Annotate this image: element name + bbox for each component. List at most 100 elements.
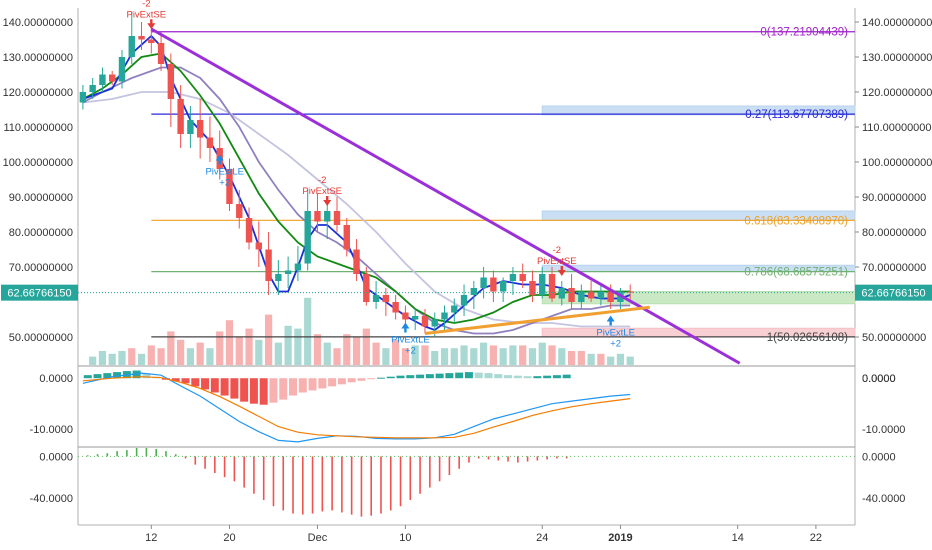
candle-body — [402, 312, 409, 320]
signal-arrow-up-icon — [401, 322, 410, 333]
volume-bar — [538, 342, 546, 365]
candle-body — [275, 274, 282, 281]
last-price-badge-right — [855, 284, 932, 301]
macd-histogram-bar — [308, 378, 317, 391]
fib-level-label: 0.618(83.33408970) — [744, 215, 848, 227]
macd-histogram-bar — [455, 372, 464, 379]
moving-averages — [82, 34, 631, 335]
macd-histogram-bar — [298, 378, 307, 393]
candle-body — [353, 249, 360, 274]
signal-arrow-up-icon — [215, 154, 224, 165]
macd-signal-line — [82, 376, 631, 439]
volume-bar — [118, 351, 126, 365]
volume-bar — [577, 351, 585, 365]
candle-body — [255, 242, 263, 250]
volume-bar — [216, 331, 224, 365]
volume-bars — [89, 297, 634, 365]
signal-count: -2 — [318, 175, 326, 186]
volume-bar — [167, 331, 175, 365]
candle-body — [499, 281, 507, 292]
volume-bar — [128, 348, 136, 365]
signal-label: PivExtSE — [302, 186, 342, 197]
macd-histogram-bar — [533, 376, 542, 379]
x-tick-label: 14 — [732, 532, 744, 544]
candle-body — [333, 211, 341, 225]
osc-right-tick: -40.0000 — [862, 493, 905, 505]
macd-histogram-bar — [416, 374, 425, 379]
candle-body — [627, 291, 634, 293]
volume-bar — [626, 356, 634, 365]
volume-bar — [489, 345, 497, 365]
macd-last-value: 0.0000 — [862, 373, 896, 385]
signal-count: +2 — [405, 346, 416, 357]
macd-histogram-bar — [376, 377, 385, 379]
volume-bar — [460, 345, 468, 365]
right-y-tick: 140.00000000 — [862, 17, 932, 29]
signal-arrow-down-icon — [557, 266, 566, 276]
macd-histogram-bar — [386, 376, 395, 379]
x-tick-label: Dec — [308, 532, 328, 544]
macd-histogram-bar — [279, 378, 288, 400]
volume-bar — [431, 351, 439, 365]
volume-bar — [323, 342, 331, 365]
volume-bar — [509, 345, 517, 365]
volume-bar — [137, 353, 146, 365]
candle-body — [392, 302, 399, 313]
left-y-tick: 120.00000000 — [3, 87, 73, 99]
candle-body — [304, 211, 311, 264]
volume-bar — [333, 348, 341, 365]
right-y-tick: 90.00000000 — [862, 192, 926, 204]
macd-right-tick: 0.0000 — [862, 373, 896, 385]
candle-body — [109, 74, 116, 82]
candle-body — [411, 316, 419, 320]
candle-body — [148, 39, 155, 43]
volume-bar — [519, 345, 527, 365]
right-y-tick: 110.00000000 — [862, 122, 932, 134]
volume-bar — [372, 342, 380, 365]
candle-body — [324, 211, 331, 222]
trendlines[interactable] — [150, 27, 741, 365]
signal-label: PivExtLE — [205, 167, 244, 178]
candle-body — [206, 137, 214, 148]
macd-histogram-bar — [201, 378, 210, 390]
candle-body — [177, 99, 184, 134]
macd-histogram-bar — [132, 370, 141, 379]
volume-bar — [196, 342, 204, 365]
x-tick-label: 20 — [223, 532, 235, 544]
macd-histogram-bar — [289, 378, 298, 396]
macd-panel — [82, 370, 631, 443]
candle-body — [284, 270, 292, 274]
volume-bar — [235, 337, 243, 365]
volume-bar — [304, 297, 312, 365]
candle-body — [167, 64, 175, 99]
oscillator-panel — [78, 448, 855, 517]
left-y-tick: 140.00000000 — [3, 17, 73, 29]
volume-bar — [567, 351, 576, 365]
macd-histogram-bar — [337, 378, 346, 385]
macd-histogram-bar — [464, 372, 473, 379]
candle-body — [187, 120, 194, 134]
x-tick-label: 2019 — [608, 532, 632, 544]
macd-histogram-bar — [494, 374, 503, 379]
candle-body — [363, 274, 370, 302]
volume-bar — [177, 339, 185, 365]
macd-histogram-bar — [445, 373, 454, 379]
macd-histogram-bar — [220, 378, 229, 396]
signal-label: PivExtSE — [537, 256, 577, 267]
volume-bar — [89, 356, 97, 365]
candle-body — [245, 218, 253, 243]
candle-body — [509, 274, 517, 281]
left-y-tick: 110.00000000 — [3, 122, 73, 134]
right-y-tick: 130.00000000 — [862, 52, 932, 64]
fib-zone — [541, 105, 856, 116]
volume-bar — [108, 353, 116, 365]
volume-bar — [528, 348, 537, 365]
volume-bar — [411, 345, 419, 365]
volume-bar — [352, 337, 361, 365]
candle-body — [372, 295, 380, 302]
macd-histogram-bar — [543, 375, 552, 379]
macd-histogram-bar — [142, 373, 151, 379]
volume-bar — [362, 328, 370, 365]
macd-histogram-bar — [396, 375, 405, 379]
